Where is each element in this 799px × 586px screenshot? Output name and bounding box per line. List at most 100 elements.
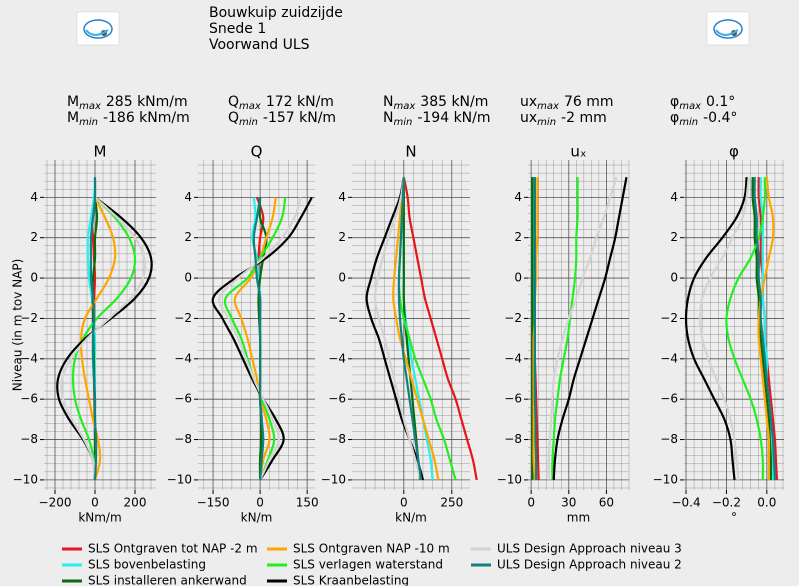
series-line [547,176,618,480]
logo-right [706,11,750,46]
panel-title: N [405,143,416,161]
y-tick-label: −4 [174,351,192,365]
series-line [397,177,423,481]
logo-left [76,11,120,46]
x-axis-label: kN/m [395,511,427,525]
panel-title: M [94,143,107,161]
summary-line: uxmax 76 mm [520,94,614,112]
summary-value: 285 kNm/m [106,94,188,110]
panel: 0 250 −10 −8 −6 −4 −2 0 2 4 NkN/m Nmax 385 kN/m Nmin -… [321,94,491,525]
y-tick-label: −4 [504,351,522,365]
summary-line: Qmax 172 kN/m [228,94,334,112]
summary-value: 0.1° [706,94,735,110]
y-tick-label: 4 [338,190,346,204]
legend-label: ULS Design Approach niveau 3 [497,542,682,556]
series-line [552,176,628,480]
legend-label: SLS Ontgraven tot NAP -2 m [88,542,258,556]
y-tick-label: −8 [504,432,522,446]
legend-label: SLS installeren ankerwand [88,574,247,586]
summary-line: uxmin -2 mm [520,110,607,128]
summary-value: 385 kN/m [420,94,488,110]
legend-label: SLS bovenbelasting [88,558,206,572]
series-line [223,197,287,481]
summary-value: 172 kN/m [266,94,334,110]
legend-label: SLS Ontgraven NAP -10 m [293,542,450,556]
panel: 0 30 60 −10 −8 −6 −4 −2 0 2 4 uₓ mm uxmax 76 mm uxmin -2… [497,94,630,525]
summary-subscript: max [679,101,701,112]
y-tick-label: −2 [328,311,346,325]
summary-subscript: min [239,117,258,128]
series-line [533,177,538,480]
y-tick-label: −2 [660,311,678,325]
summary-line: Mmax 285 kNm/m [67,94,188,112]
series-line [71,196,137,480]
y-tick-label: 0 [670,271,678,285]
summary-symbol: N [383,94,393,110]
series-line [725,177,767,480]
x-tick-label: 200 [124,496,147,510]
summary-line: φmax 0.1° [670,94,735,112]
summary-line: Nmin -194 kN/m [383,110,491,128]
summary-line: φmin -0.4° [670,110,737,128]
summary-value: -2 mm [561,110,607,126]
y-tick-label: −8 [328,432,346,446]
panel-title: uₓ [570,143,586,161]
x-tick-label: 150 [296,496,319,510]
summary-value: -0.4° [703,110,737,126]
y-tick-label: −6 [20,392,38,406]
y-tick-label: −4 [660,351,678,365]
y-axis-label: Niveau (in m tov NAP) [11,259,25,392]
summary-subscript: min [393,117,412,128]
series-line [392,177,440,481]
y-tick-label: −8 [20,432,38,446]
panel-title: Q [251,143,263,161]
x-tick-label: 250 [440,496,463,510]
title-line: Voorwand ULS [209,37,310,53]
summary-value: -194 kN/m [417,110,490,126]
y-tick-label: −6 [174,392,192,406]
summary-line: Qmin -157 kN/m [228,110,336,128]
x-tick-label: 0 [256,496,264,510]
x-tick-label: 0 [527,496,535,510]
y-tick-label: 4 [670,190,678,204]
summary-subscript: max [79,101,101,112]
y-tick-label: 4 [184,190,192,204]
x-axis-label: ° [731,511,737,525]
y-tick-label: 2 [670,230,678,244]
y-tick-label: 2 [184,230,192,244]
series-line [402,176,478,481]
y-tick-label: −2 [504,311,522,325]
x-tick-label: 60 [599,496,614,510]
summary-value: 76 mm [564,94,614,110]
x-axis-label: kNm/m [78,511,121,525]
summary-symbol: Q [228,94,239,110]
x-tick-label: −150 [197,496,230,510]
y-tick-label: −8 [660,432,678,446]
summary-subscript: min [537,117,556,128]
y-tick-label: −2 [174,311,192,325]
y-tick-label: 0 [184,271,192,285]
y-tick-label: −6 [328,392,346,406]
y-tick-label: −6 [504,392,522,406]
series-line [757,177,775,480]
x-tick-label: −0.2 [712,496,741,510]
summary-symbol: ux [520,94,537,110]
x-axis-label: mm [567,511,590,525]
y-tick-label: 2 [514,230,522,244]
summary-value: -186 kNm/m [103,110,190,126]
summary-subscript: min [79,117,98,128]
summary-line: Nmax 385 kN/m [383,94,488,112]
y-tick-label: 4 [514,190,522,204]
summary-symbol: φ [670,110,679,126]
summary-subscript: min [679,117,698,128]
x-tick-label: 30 [561,496,576,510]
series-line [684,177,748,481]
series-line [699,177,750,481]
legend-label: ULS Design Approach niveau 2 [497,558,682,572]
summary-line: Mmin -186 kNm/m [67,110,190,128]
summary-subscript: max [239,101,261,112]
y-tick-label: 4 [30,190,38,204]
